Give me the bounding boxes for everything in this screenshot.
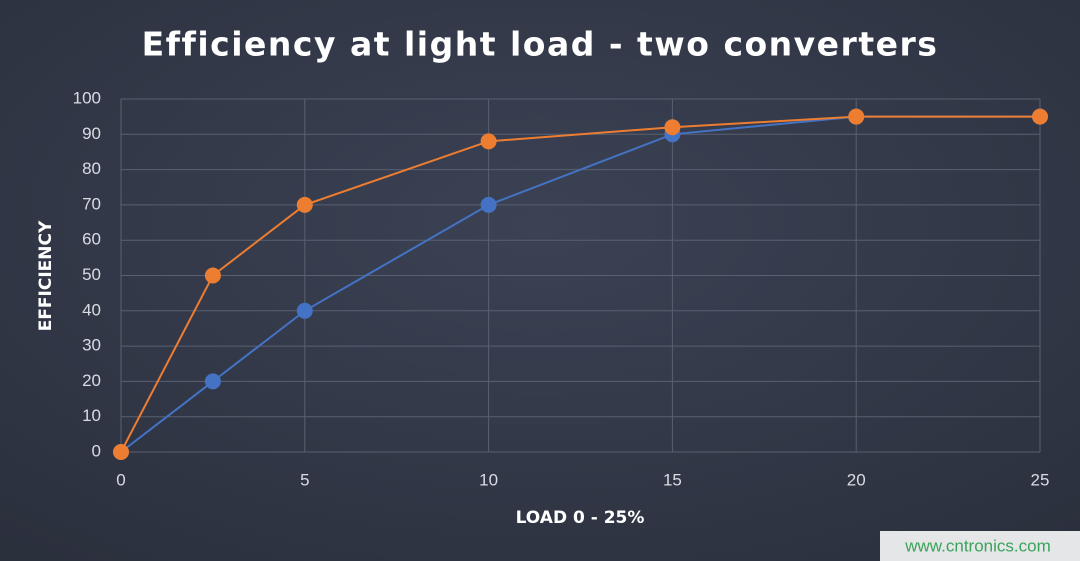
y-tick-label: 60 [82,230,101,249]
data-point [204,373,221,390]
data-point [296,302,313,319]
y-tick-label: 90 [82,124,101,143]
y-tick-label: 30 [82,336,101,355]
data-point [480,196,497,213]
chart-title: Efficiency at light load - two converter… [142,25,939,64]
watermark-box [880,531,1080,561]
data-point [113,444,129,460]
x-tick-label: 10 [479,470,498,489]
y-tick-label: 20 [82,371,101,390]
data-point [1032,108,1048,125]
data-point [480,133,497,150]
x-tick-label: 0 [116,470,125,489]
y-tick-label: 100 [73,88,101,107]
data-point [204,267,221,284]
x-tick-label: 5 [300,470,309,489]
y-tick-label: 0 [92,441,101,460]
data-point [664,119,681,136]
y-axis-label: EFFICIENCY [36,220,56,331]
y-tick-label: 10 [82,406,101,425]
y-tick-label: 80 [82,159,101,178]
y-tick-label: 50 [82,265,101,284]
data-point [296,196,313,213]
y-tick-label: 40 [82,300,101,319]
x-tick-label: 25 [1031,470,1050,489]
watermark: www.cntronics.com [904,536,1050,555]
x-tick-label: 20 [847,470,866,489]
x-axis-label: LOAD 0 - 25% [516,508,645,528]
y-tick-label: 70 [82,194,101,213]
data-point [848,108,865,125]
x-tick-label: 15 [663,470,682,489]
